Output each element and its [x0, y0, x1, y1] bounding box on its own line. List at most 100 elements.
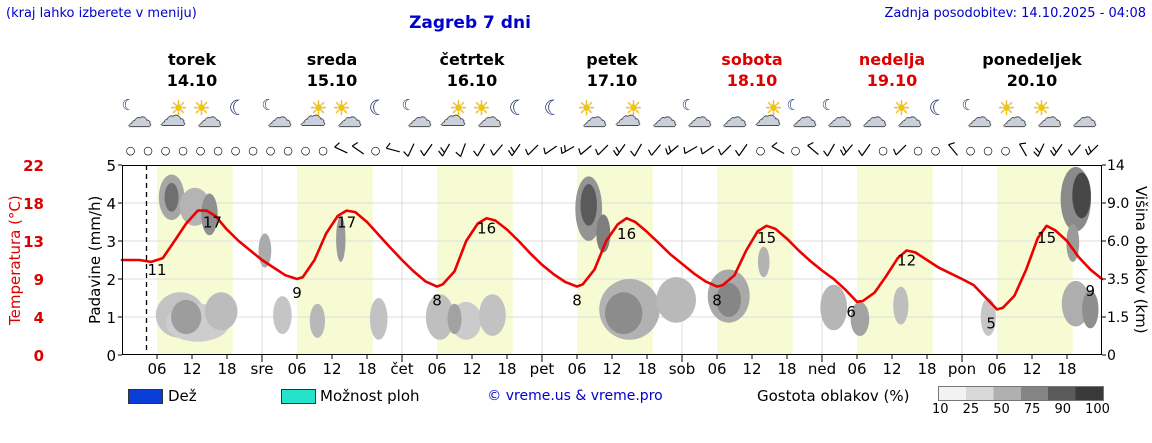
temperature-value-label: 8 [572, 292, 582, 310]
x-axis-label: pet [529, 360, 555, 378]
x-axis-label: 18 [497, 360, 517, 378]
x-axis-label: 18 [777, 360, 797, 378]
cloud-density-scale [938, 386, 1104, 401]
x-axis-label: 12 [182, 360, 202, 378]
density-tick: 25 [962, 402, 980, 417]
temperature-value-label: 9 [1086, 282, 1096, 300]
moon-cloud-icon: ☾ ☁ [821, 96, 852, 132]
wind-calm-icon: ○ [930, 144, 941, 157]
wind-calm-icon: ○ [125, 144, 136, 157]
day-header: torek 14.10 [166, 50, 218, 90]
wind-barb-icon [610, 139, 632, 161]
x-axis-label: 06 [567, 360, 587, 378]
wind-barb-icon [714, 139, 737, 162]
temperature-value-label: 8 [712, 292, 722, 310]
cloud-sun-icon: ☀ ☁ [299, 96, 328, 132]
wind-barb-icon [680, 139, 702, 161]
x-axis-label: pon [947, 360, 977, 378]
wind-barb-icon [1012, 139, 1034, 161]
sun-cloud-icon: ☀ ☁ [192, 96, 222, 132]
x-axis-label: 06 [987, 360, 1007, 378]
cloud-density-ticks: 10 25 50 75 90 100 [932, 402, 1110, 417]
cloud-tick: 14 [1107, 158, 1125, 174]
moon-cloud-icon: ☾ ☁ [786, 96, 817, 132]
cloud-tick: 0 [1107, 348, 1116, 364]
precipitation-axis-label: Padavine (mm/h) [86, 195, 104, 325]
temperature-curve [120, 209, 1104, 311]
x-axis-label: sre [250, 360, 274, 378]
cloud-height-axis-label: Višina oblakov (km) [1132, 186, 1150, 334]
wind-barb-icon [400, 139, 421, 160]
cloud-tick: 6.0 [1107, 234, 1130, 250]
precip-tick: 1 [106, 309, 116, 327]
wind-barb-icon [644, 139, 667, 162]
temp-tick: 9 [33, 271, 44, 289]
cloud-sun-icon: ☀ ☁ [614, 96, 643, 132]
wind-calm-icon: ○ [178, 144, 188, 157]
temperature-value-label: 16 [477, 219, 496, 237]
temperature-axis-label: Temperatura (°C) [6, 195, 24, 325]
wind-barb-icon [417, 139, 439, 161]
wind-calm-icon: ○ [160, 144, 171, 157]
wind-barb-icon [557, 139, 579, 161]
x-axis-label: 12 [602, 360, 622, 378]
x-axis-label: 12 [322, 360, 342, 378]
x-axis-label: 12 [882, 360, 902, 378]
temp-tick: 0 [33, 347, 44, 365]
last-updated-text: Zadnja posodobitev: 14.10.2025 - 04:08 [884, 6, 1146, 21]
cloud-icon: ☁ [862, 104, 887, 132]
x-axis-label: ned [807, 360, 837, 378]
cloud-sun-icon: ☀ ☁ [159, 96, 188, 132]
wind-calm-icon: ○ [1000, 144, 1011, 157]
wind-calm-icon: ○ [790, 144, 801, 157]
x-axis-label: 12 [462, 360, 482, 378]
sun-cloud-icon: ☀ ☁ [997, 96, 1027, 132]
x-axis-label: 06 [147, 360, 167, 378]
temperature-value-label: 5 [986, 314, 996, 332]
wind-calm-icon: ○ [965, 144, 976, 157]
temperature-value-label: 8 [432, 292, 442, 310]
wind-calm-icon: ○ [878, 144, 888, 157]
cloud-tick: 1.5 [1107, 310, 1130, 326]
wind-barb-icon [470, 139, 492, 161]
copyright-link[interactable]: © vreme.us & vreme.pro [487, 388, 663, 404]
wind-barb-icon [1047, 139, 1069, 161]
x-axis-label: 18 [1057, 360, 1077, 378]
moon-cloud-icon: ☾ ☁ [401, 96, 432, 132]
wind-calm-icon: ○ [300, 144, 311, 157]
x-axis-label: 18 [357, 360, 377, 378]
cloud-tick: 9.0 [1107, 196, 1130, 212]
precip-tick: 5 [106, 157, 116, 175]
x-axis-label: 12 [742, 360, 762, 378]
x-axis-label: 06 [847, 360, 867, 378]
rain-swatch [128, 389, 163, 404]
precip-tick: 0 [106, 347, 116, 365]
temp-tick: 18 [23, 195, 44, 213]
x-axis-label: 06 [427, 360, 447, 378]
cloud-icon: ☁ [652, 104, 677, 132]
precip-tick: 3 [106, 233, 116, 251]
density-tick: 50 [993, 402, 1010, 417]
moon-cloud-icon: ☾ ☁ [961, 96, 992, 132]
wind-barb-icon [540, 139, 562, 161]
temperature-value-label: 6 [846, 303, 856, 321]
wind-barb-icon [697, 139, 719, 161]
wind-barb-icon [942, 139, 965, 162]
wind-barb-icon [487, 139, 510, 162]
x-axis-label: 12 [1022, 360, 1042, 378]
wind-barb-icon [574, 139, 597, 162]
wind-calm-icon: ○ [195, 144, 206, 157]
wind-calm-icon: ○ [213, 144, 223, 157]
temp-tick: 13 [23, 233, 44, 251]
wind-calm-icon: ○ [230, 144, 241, 157]
precip-tick: 2 [106, 271, 116, 289]
day-header: četrtek 16.10 [439, 50, 505, 90]
left-gutter [44, 55, 58, 421]
wind-barb-icon [732, 139, 754, 161]
density-tick: 75 [1023, 402, 1041, 417]
day-header-row: torek 14.10 sreda 15.10 četrtek 16.10 petek 17.… [122, 50, 1102, 96]
temperature-value-label: 11 [147, 261, 166, 279]
wind-barb-icon [1064, 139, 1087, 162]
wind-barb-icon [820, 139, 842, 161]
wind-barb-icon [330, 139, 351, 160]
